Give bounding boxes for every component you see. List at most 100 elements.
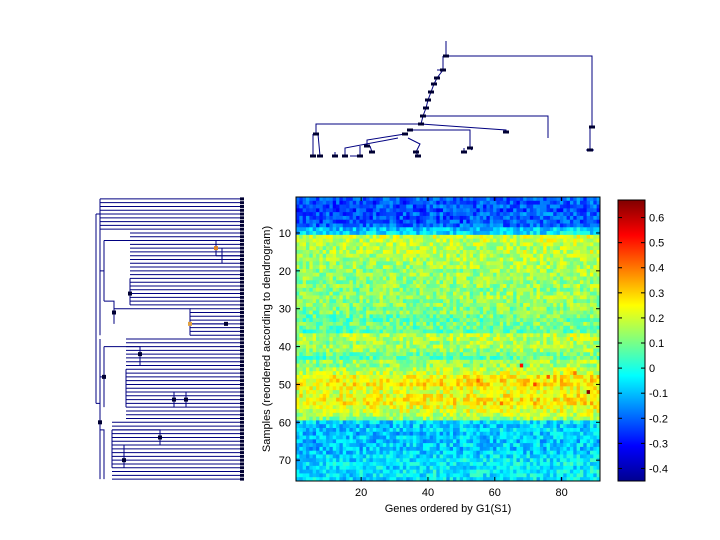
- heatmap-cell: [529, 299, 534, 304]
- heatmap-cell: [342, 359, 347, 365]
- heatmap-cell: [569, 329, 574, 334]
- heatmap-cell: [442, 276, 447, 281]
- heatmap-cell: [322, 344, 327, 349]
- heatmap-cell: [362, 367, 367, 372]
- heatmap-cell: [356, 227, 360, 232]
- dendrogram-node: [413, 150, 419, 154]
- heatmap-cell: [503, 227, 507, 232]
- heatmap-cell: [516, 356, 521, 361]
- heatmap-cell: [412, 359, 417, 365]
- heatmap-cell: [356, 219, 360, 224]
- heatmap-cell: [389, 265, 394, 270]
- heatmap-cell: [486, 371, 491, 376]
- heatmap-cell: [539, 246, 544, 251]
- heatmap-cell: [469, 378, 474, 383]
- heatmap-cell: [406, 348, 410, 353]
- heatmap-cell: [496, 325, 501, 330]
- heatmap-cell: [529, 337, 534, 342]
- heatmap-cell: [576, 340, 581, 346]
- heatmap-cell: [392, 321, 397, 327]
- heatmap-cell: [429, 299, 434, 304]
- heatmap-cell: [349, 204, 354, 209]
- heatmap-cell: [539, 197, 544, 202]
- heatmap-cell: [456, 371, 461, 376]
- heatmap-cell: [519, 371, 524, 376]
- heatmap-cell: [546, 374, 551, 380]
- heatmap-cell: [332, 325, 337, 330]
- heatmap-cell: [302, 382, 307, 387]
- heatmap-cell: [356, 253, 360, 258]
- heatmap-cell: [332, 378, 337, 383]
- heatmap-cell: [422, 246, 427, 251]
- heatmap-cell: [566, 231, 571, 236]
- heatmap-cell: [322, 268, 327, 274]
- heatmap-cell: [569, 333, 574, 338]
- heatmap-cell: [503, 386, 507, 391]
- heatmap-cell: [422, 250, 427, 255]
- heatmap-cell: [316, 374, 320, 380]
- heatmap-cell: [459, 242, 464, 247]
- heatmap-cell: [503, 268, 507, 274]
- heatmap-cell: [539, 212, 544, 217]
- heatmap-cell: [483, 223, 487, 228]
- heatmap-cell: [593, 200, 598, 205]
- heatmap-cell: [459, 238, 464, 243]
- heatmap-cell: [412, 367, 417, 372]
- heatmap-cell: [489, 219, 494, 224]
- heatmap-cell: [376, 310, 380, 315]
- heatmap-cell: [513, 333, 517, 338]
- heatmap-cell: [506, 325, 511, 330]
- heatmap-cell: [563, 318, 567, 323]
- dendrogram-leaf: [240, 432, 244, 436]
- dendrogram-leaf: [240, 242, 244, 246]
- heatmap-cell: [583, 382, 588, 387]
- heatmap-cell: [392, 382, 397, 387]
- heatmap-cell: [473, 325, 477, 330]
- heatmap-cell: [503, 208, 507, 213]
- heatmap-cell: [416, 344, 420, 349]
- heatmap-cell: [463, 390, 467, 395]
- heatmap-cell: [569, 390, 574, 395]
- heatmap-cell: [382, 197, 387, 202]
- heatmap-cell: [336, 382, 340, 387]
- heatmap-cell: [576, 382, 581, 387]
- heatmap-cell: [556, 253, 561, 258]
- heatmap-cell: [463, 253, 467, 258]
- heatmap-cell: [503, 303, 507, 308]
- heatmap-cell: [573, 238, 578, 243]
- heatmap-cell: [519, 231, 524, 236]
- heatmap-cell: [326, 212, 330, 217]
- heatmap-cell: [473, 321, 477, 327]
- heatmap-cell: [469, 208, 474, 213]
- heatmap-cell: [509, 238, 514, 243]
- heatmap-cell: [309, 242, 314, 247]
- heatmap-cell: [553, 340, 557, 346]
- heatmap-cell: [536, 367, 541, 372]
- dendrogram-leaf: [240, 447, 244, 451]
- heatmap-cell: [442, 231, 447, 236]
- heatmap-cell: [426, 295, 431, 300]
- heatmap-cell: [389, 303, 394, 308]
- heatmap-cell: [356, 321, 360, 327]
- dendrogram-leaf: [240, 223, 244, 227]
- heatmap-cell: [299, 242, 304, 247]
- heatmap-cell: [366, 359, 370, 365]
- heatmap-cell: [426, 333, 431, 338]
- heatmap-cell: [506, 386, 511, 391]
- heatmap-cell: [576, 386, 581, 391]
- heatmap-cell: [336, 367, 340, 372]
- heatmap-cell: [322, 371, 327, 376]
- heatmap-cell: [553, 227, 557, 232]
- heatmap-cell: [406, 231, 410, 236]
- heatmap-cell: [446, 200, 451, 205]
- heatmap-cell: [352, 363, 357, 368]
- heatmap-cell: [469, 386, 474, 391]
- heatmap-cell: [593, 306, 598, 311]
- heatmap-cell: [513, 200, 517, 205]
- heatmap-cell: [309, 333, 314, 338]
- heatmap-cell: [509, 306, 514, 311]
- heatmap-cell: [352, 299, 357, 304]
- heatmap-cell: [329, 280, 334, 285]
- heatmap-cell: [489, 253, 494, 258]
- heatmap-cell: [336, 242, 340, 247]
